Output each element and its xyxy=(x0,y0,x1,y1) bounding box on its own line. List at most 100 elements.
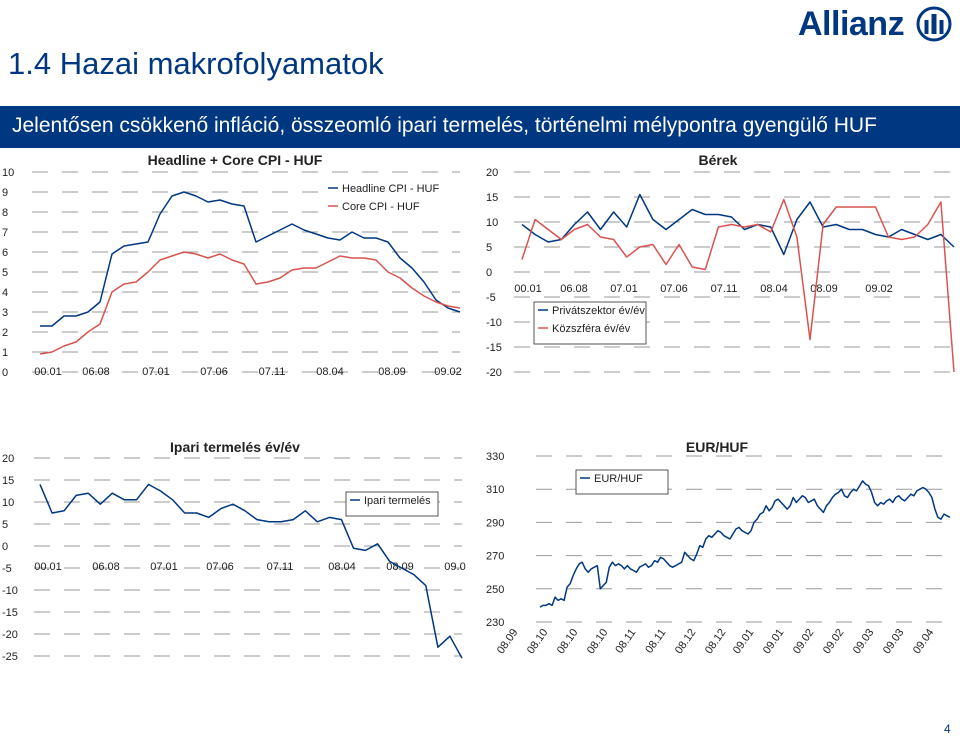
legend-label: Privátszektor év/év xyxy=(552,305,645,317)
x-tick-label: 09.03 xyxy=(881,627,907,656)
x-tick-label: 07.06 xyxy=(660,283,688,295)
y-tick-label: 3 xyxy=(2,307,8,319)
allianz-logo: Allianz xyxy=(798,4,956,44)
x-tick-label: 09.01 xyxy=(731,627,757,656)
y-tick-label: -5 xyxy=(2,563,12,575)
x-tick-label: 08.12 xyxy=(703,627,729,656)
x-tick-label: 08.04 xyxy=(316,366,344,378)
series-line-1 xyxy=(39,251,461,355)
y-tick-label: -10 xyxy=(2,585,18,597)
series-line-0 xyxy=(521,193,955,256)
y-tick-label: 10 xyxy=(2,497,14,509)
x-tick-label: 09.02 xyxy=(865,283,893,295)
y-tick-label: 310 xyxy=(486,484,504,496)
allianz-eagle-icon xyxy=(916,6,952,42)
logo-wordmark: Allianz xyxy=(798,5,905,43)
legend-box xyxy=(324,180,470,222)
series-line-0 xyxy=(539,480,951,608)
x-tick-label: 08.10 xyxy=(585,627,611,656)
x-tick-label: 09.02 xyxy=(791,627,817,656)
x-tick-label: 08.11 xyxy=(643,627,668,656)
y-tick-label: 5 xyxy=(486,242,492,254)
x-tick-label: 08.10 xyxy=(555,627,581,656)
x-tick-label: 07.06 xyxy=(206,561,234,573)
legend-label: Ipari termelés xyxy=(364,495,431,507)
x-tick-label: 07.01 xyxy=(610,283,638,295)
x-tick-label: 00.01 xyxy=(34,561,62,573)
x-tick-label: 06.08 xyxy=(92,561,120,573)
legend-box xyxy=(575,469,669,495)
x-tick-label: 09.04 xyxy=(911,627,937,656)
x-tick-label: 08.10 xyxy=(525,627,551,656)
x-tick-label: 07.06 xyxy=(200,366,228,378)
legend-box xyxy=(533,301,647,345)
y-tick-label: 0 xyxy=(486,267,492,279)
y-tick-label: 5 xyxy=(2,519,8,531)
y-tick-label: 7 xyxy=(2,227,8,239)
y-tick-label: -15 xyxy=(2,607,18,619)
chart-title: Ipari termelés év/év xyxy=(170,439,300,455)
x-tick-label: 07.11 xyxy=(259,366,286,378)
y-tick-label: 10 xyxy=(486,217,498,229)
y-tick-label: -5 xyxy=(486,292,496,304)
y-tick-label: -20 xyxy=(2,629,18,641)
y-tick-label: 270 xyxy=(486,551,504,563)
y-tick-label: 330 xyxy=(486,451,504,463)
y-tick-label: 15 xyxy=(2,475,14,487)
y-tick-label: 290 xyxy=(486,517,504,529)
legend-label: Core CPI - HUF xyxy=(342,201,420,213)
y-tick-label: -15 xyxy=(486,342,502,354)
y-tick-label: 10 xyxy=(2,167,14,179)
series-line-1 xyxy=(521,198,955,373)
x-tick-label: 09.0 xyxy=(444,561,465,573)
x-tick-label: 06.08 xyxy=(82,366,110,378)
legend-label: EUR/HUF xyxy=(594,473,643,485)
y-tick-label: 1 xyxy=(2,347,8,359)
y-tick-label: 20 xyxy=(2,453,14,465)
y-tick-label: 5 xyxy=(2,267,8,279)
y-tick-label: 0 xyxy=(2,367,8,379)
chart-title: Headline + Core CPI - HUF xyxy=(148,152,323,168)
y-tick-label: 20 xyxy=(486,167,498,179)
x-tick-label: 07.01 xyxy=(142,366,170,378)
y-tick-label: -25 xyxy=(2,651,18,663)
legend-box xyxy=(345,491,439,517)
industrial-production-chart: Ipari termelés év/év -25 -20 -15 -10 -5 0 5 10 15… xyxy=(2,439,466,663)
y-tick-label: -10 xyxy=(486,317,502,329)
series-line-0 xyxy=(39,483,463,659)
subtitle-text: Jelentősen csökkenő infláció, összeomló … xyxy=(12,114,877,137)
x-tick-label: 07.01 xyxy=(150,561,178,573)
x-tick-label: 09.03 xyxy=(851,627,877,656)
y-tick-label: -20 xyxy=(486,367,502,379)
x-tick-label: 00.01 xyxy=(514,283,542,295)
chart-title: Bérek xyxy=(699,152,738,168)
x-tick-label: 08.11 xyxy=(613,627,638,656)
x-tick-label: 08.12 xyxy=(673,627,699,656)
x-tick-label: 09.01 xyxy=(761,627,787,656)
x-tick-label: 08.04 xyxy=(328,561,356,573)
x-tick-label: 09.02 xyxy=(434,366,462,378)
x-tick-label: 08.09 xyxy=(378,366,406,378)
x-tick-label: 06.08 xyxy=(560,283,588,295)
legend-label: Közszféra év/év xyxy=(552,323,631,335)
x-tick-label: 08.09 xyxy=(495,627,521,656)
x-tick-label: 07.11 xyxy=(711,283,738,295)
y-tick-label: 250 xyxy=(486,584,504,596)
chart-title: EUR/HUF xyxy=(686,439,749,455)
y-tick-label: 15 xyxy=(486,192,498,204)
y-tick-label: 6 xyxy=(2,247,8,259)
x-tick-label: 08.04 xyxy=(760,283,788,295)
y-tick-label: 2 xyxy=(2,327,8,339)
series-line-0 xyxy=(40,191,461,327)
y-tick-label: 230 xyxy=(486,617,504,629)
x-tick-label: 00.01 xyxy=(34,366,62,378)
y-tick-label: 9 xyxy=(2,187,8,199)
wages-chart: Bérek -20 -15 -10 -5 0 5 10 15 20 00.01 06.08 07.01 0… xyxy=(486,152,955,379)
y-tick-label: 4 xyxy=(2,287,8,299)
page-number: 4 xyxy=(944,722,951,736)
legend-label: Headline CPI - HUF xyxy=(342,183,439,195)
subtitle-banner: Jelentősen csökkenő infláció, összeomló … xyxy=(0,106,960,148)
x-tick-label: 08.09 xyxy=(810,283,838,295)
cpi-chart: Headline + Core CPI - HUF 0 1 2 3 4 5 6 7 8 9 10 00.… xyxy=(2,152,470,379)
